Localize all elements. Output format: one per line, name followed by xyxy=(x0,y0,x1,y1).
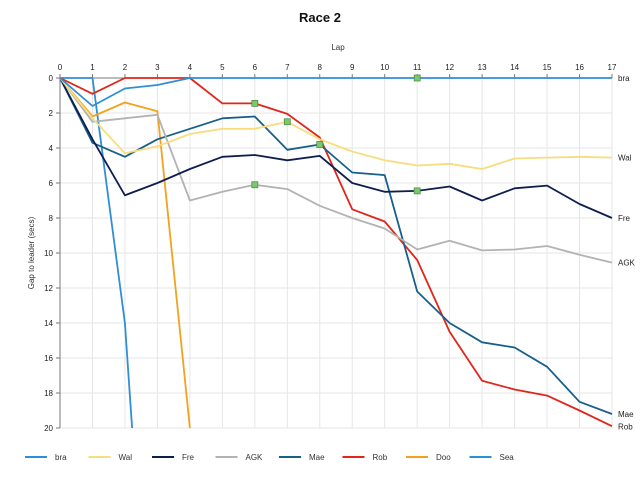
x-tick-label: 15 xyxy=(543,63,552,72)
end-label-bra: bra xyxy=(618,74,630,83)
series-line-wal xyxy=(59,77,613,170)
legend-label-mae: Mae xyxy=(309,453,325,462)
end-label-mae: Mae xyxy=(618,410,634,419)
event-marker xyxy=(251,181,259,189)
chart-title: Race 2 xyxy=(299,10,341,25)
legend-label-doo: Doo xyxy=(436,453,451,462)
end-label-layer: bra Wal Fre AGK Mae Rob xyxy=(618,74,636,431)
y-tick-label: 4 xyxy=(49,144,54,153)
legend-label-wal: Wal xyxy=(119,453,133,462)
x-tick-label: 16 xyxy=(575,63,584,72)
x-tick-label: 13 xyxy=(478,63,487,72)
x-axis-label: Lap xyxy=(331,43,345,52)
y-tick-label: 18 xyxy=(44,389,53,398)
legend-label-sea: Sea xyxy=(500,453,515,462)
end-label-wal: Wal xyxy=(618,154,632,163)
y-tick-label: 20 xyxy=(44,424,53,433)
y-tick-label: 0 xyxy=(49,74,54,83)
x-tick-label: 3 xyxy=(155,63,160,72)
event-marker xyxy=(413,74,421,82)
x-tick-label: 0 xyxy=(58,63,63,72)
x-tick-label: 2 xyxy=(123,63,128,72)
x-tick-label: 4 xyxy=(188,63,193,72)
x-tick-label: 6 xyxy=(253,63,258,72)
series-line-agk xyxy=(59,77,613,264)
end-label-rob: Rob xyxy=(618,422,633,431)
series-line-sea xyxy=(60,77,133,429)
y-tick-label: 16 xyxy=(44,354,53,363)
y-tick-label: 10 xyxy=(44,249,53,258)
legend-label-agk: AGK xyxy=(246,453,264,462)
legend-label-rob: Rob xyxy=(373,453,388,462)
series-line-rob xyxy=(59,77,613,428)
y-tick-label: 12 xyxy=(44,284,53,293)
x-tick-label: 14 xyxy=(510,63,519,72)
grid-layer xyxy=(59,77,613,429)
series-line-fre xyxy=(59,77,613,219)
y-axis-label: Gap to leader (secs) xyxy=(27,216,36,289)
y-tick-label: 8 xyxy=(49,214,54,223)
end-label-agk: AGK xyxy=(618,259,636,268)
legend-label-bra: bra xyxy=(55,453,67,462)
x-tick-label: 7 xyxy=(285,63,290,72)
legend-label-fre: Fre xyxy=(182,453,195,462)
marker-layer xyxy=(251,74,421,195)
event-marker xyxy=(316,141,324,148)
x-tick-label: 9 xyxy=(350,63,355,72)
event-marker xyxy=(283,118,291,126)
series-line-mae xyxy=(59,77,613,415)
x-tick-label: 1 xyxy=(90,63,95,72)
x-tick-label: 8 xyxy=(318,63,323,72)
x-tick-label: 11 xyxy=(413,63,422,72)
end-label-fre: Fre xyxy=(618,214,631,223)
series-layer xyxy=(59,77,613,429)
event-marker xyxy=(251,99,259,107)
event-marker xyxy=(413,187,421,195)
x-tick-label: 5 xyxy=(220,63,225,72)
y-tick-label: 6 xyxy=(49,179,54,188)
y-tick-label: 14 xyxy=(44,319,53,328)
x-tick-label: 12 xyxy=(445,63,454,72)
series-line-bra xyxy=(59,77,612,107)
y-tick-label: 2 xyxy=(49,109,54,118)
legend: bra Wal Fre AGK Mae Rob Doo Sea xyxy=(25,453,514,462)
x-tick-label: 17 xyxy=(608,63,617,72)
x-tick-label: 10 xyxy=(380,63,389,72)
